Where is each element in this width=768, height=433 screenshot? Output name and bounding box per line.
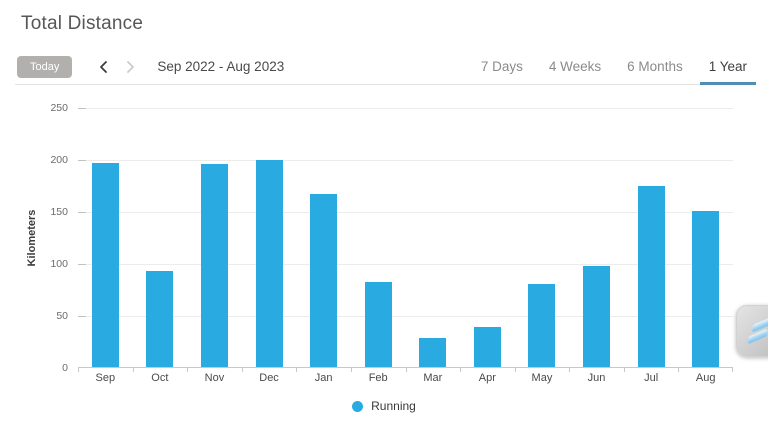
chevron-right-icon[interactable] bbox=[121, 56, 139, 78]
x-axis-tick bbox=[406, 367, 407, 372]
today-button[interactable]: Today bbox=[17, 55, 73, 78]
y-tick-label: 0 bbox=[62, 362, 68, 374]
x-tick-label-mar: Mar bbox=[423, 372, 443, 384]
x-tick-label-dec: Dec bbox=[259, 372, 279, 384]
bar-jul[interactable] bbox=[637, 186, 665, 367]
bar-dec[interactable] bbox=[255, 160, 283, 367]
x-tick-label-nov: Nov bbox=[204, 372, 225, 384]
chevron-left-icon[interactable] bbox=[94, 56, 112, 78]
x-tick-label-apr: Apr bbox=[478, 372, 496, 384]
tab-6-months[interactable]: 6 Months bbox=[627, 59, 683, 74]
x-tick-label-aug: Aug bbox=[695, 372, 716, 384]
page-title: Total Distance bbox=[21, 13, 144, 34]
gridline bbox=[78, 316, 733, 317]
x-axis-tick bbox=[133, 367, 134, 372]
x-tick-label-sep: Sep bbox=[95, 372, 116, 384]
tab-7-days[interactable]: 7 Days bbox=[480, 59, 523, 74]
y-axis-tick bbox=[78, 212, 86, 213]
gridline bbox=[78, 108, 733, 109]
bar-jun[interactable] bbox=[583, 266, 611, 367]
bar-feb[interactable] bbox=[364, 281, 392, 367]
floating-extension-button[interactable] bbox=[736, 305, 768, 357]
bar-may[interactable] bbox=[528, 283, 556, 367]
gridline bbox=[78, 212, 733, 213]
y-tick-label: 100 bbox=[50, 258, 68, 270]
y-axis-ticks: 0 50 100 150 200 250 bbox=[0, 102, 72, 374]
y-axis-tick bbox=[78, 160, 86, 161]
bar-nov[interactable] bbox=[200, 164, 228, 367]
plot-area bbox=[78, 108, 733, 372]
x-tick-label-jul: Jul bbox=[644, 372, 659, 384]
x-axis-labels: Sep Oct Nov Dec Jan Feb Mar Apr May Jun Jul Aug bbox=[78, 372, 733, 386]
legend-label: Running bbox=[371, 399, 416, 413]
y-axis-tick bbox=[78, 316, 86, 317]
legend: Running bbox=[0, 399, 768, 413]
tab-4-weeks[interactable]: 4 Weeks bbox=[548, 59, 602, 74]
x-axis-tick bbox=[296, 367, 297, 372]
gridline bbox=[78, 264, 733, 265]
y-tick-label: 50 bbox=[56, 310, 68, 322]
x-tick-label-feb: Feb bbox=[368, 372, 388, 384]
bar-jan[interactable] bbox=[310, 194, 338, 367]
x-axis-tick bbox=[78, 367, 79, 372]
x-tick-label-may: May bbox=[531, 372, 553, 384]
x-axis-tick bbox=[678, 367, 679, 372]
bar-apr[interactable] bbox=[473, 327, 501, 367]
x-axis-tick bbox=[351, 367, 352, 372]
x-axis-tick bbox=[242, 367, 243, 372]
x-axis-tick bbox=[569, 367, 570, 372]
y-axis-tick bbox=[78, 264, 86, 265]
y-axis-tick bbox=[78, 108, 86, 109]
x-axis-tick bbox=[515, 367, 516, 372]
bar-oct[interactable] bbox=[146, 271, 174, 367]
gridline bbox=[78, 160, 733, 161]
x-axis-tick bbox=[187, 367, 188, 372]
x-axis-tick bbox=[624, 367, 625, 372]
range-tabs: 7 Days 4 Weeks 6 Months 1 Year bbox=[455, 49, 757, 85]
tab-1-year[interactable]: 1 Year bbox=[699, 49, 757, 85]
bar-mar[interactable] bbox=[419, 337, 447, 367]
y-tick-label: 200 bbox=[50, 154, 68, 166]
s-icon bbox=[746, 316, 768, 346]
y-tick-label: 250 bbox=[50, 102, 68, 114]
x-axis-tick bbox=[732, 367, 733, 372]
legend-item-running[interactable]: Running bbox=[352, 399, 416, 413]
x-axis-tick bbox=[460, 367, 461, 372]
bar-aug[interactable] bbox=[692, 211, 720, 367]
x-tick-label-jan: Jan bbox=[314, 372, 333, 384]
circle-icon bbox=[352, 400, 364, 412]
x-tick-label-oct: Oct bbox=[151, 372, 169, 384]
y-tick-label: 150 bbox=[50, 206, 68, 218]
date-range-label: Sep 2022 - Aug 2023 bbox=[157, 59, 285, 74]
bar-sep[interactable] bbox=[91, 163, 119, 367]
toolbar: Today Sep 2022 - Aug 2023 7 Days 4 Weeks… bbox=[15, 49, 757, 85]
x-tick-label-jun: Jun bbox=[587, 372, 606, 384]
